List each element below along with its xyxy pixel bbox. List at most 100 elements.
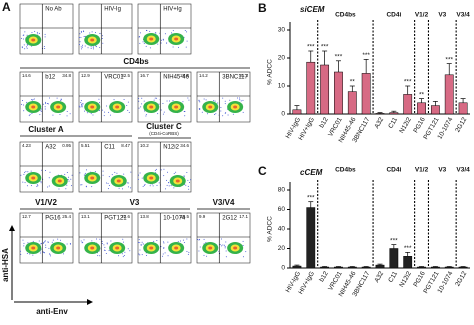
event-dot xyxy=(23,110,25,112)
density xyxy=(31,246,36,250)
flow-plot: 3BNC117 14.2 31.3 xyxy=(196,71,251,123)
event-dot xyxy=(91,31,93,33)
event-dot xyxy=(89,32,91,34)
quadrant-value: 20.6 xyxy=(180,73,189,78)
event-dot xyxy=(225,256,227,258)
group-label: V3 xyxy=(438,167,446,174)
group-header: Cluster C xyxy=(146,122,182,131)
event-dot xyxy=(182,239,184,241)
event-dot xyxy=(214,100,216,102)
event-dot xyxy=(153,240,155,242)
event-dot xyxy=(126,104,128,106)
group-header: V1/V2 xyxy=(35,198,57,207)
event-dot xyxy=(116,172,118,174)
x-tick-label: A32 xyxy=(373,270,385,284)
event-dot xyxy=(45,169,47,171)
event-dot xyxy=(130,187,132,189)
group-label: CD4i xyxy=(386,12,401,19)
event-dot xyxy=(224,103,226,105)
event-dot xyxy=(80,100,82,102)
event-dot xyxy=(222,115,224,117)
event-dot xyxy=(78,105,80,107)
event-dot xyxy=(141,254,143,256)
event-dot xyxy=(83,30,85,32)
event-dot xyxy=(40,182,42,184)
event-dot xyxy=(104,250,106,252)
event-dot xyxy=(68,176,70,178)
event-dot xyxy=(78,44,80,46)
event-dot xyxy=(22,239,24,241)
flow-plot: HIV+Ig xyxy=(137,3,192,55)
event-dot xyxy=(141,177,143,179)
event-dot xyxy=(22,38,24,40)
event-dot xyxy=(185,184,187,186)
event-dot xyxy=(65,188,67,190)
quadrant-value: 16.7 xyxy=(140,73,149,78)
event-dot xyxy=(172,100,174,102)
event-dot xyxy=(59,239,61,241)
event-dot xyxy=(36,185,38,187)
bar xyxy=(458,102,468,115)
event-dot xyxy=(162,241,164,243)
panel-letter: B xyxy=(258,1,267,15)
event-dot xyxy=(32,254,34,256)
event-dot xyxy=(108,250,110,252)
event-dot xyxy=(190,179,192,181)
event-dot xyxy=(81,105,83,107)
density xyxy=(149,246,154,250)
event-dot xyxy=(106,242,108,244)
event-dot xyxy=(177,46,179,48)
event-dot xyxy=(28,115,30,117)
event-dot xyxy=(124,251,126,253)
event-dot xyxy=(220,245,222,247)
density xyxy=(175,179,180,183)
event-dot xyxy=(26,44,28,46)
event-dot xyxy=(40,108,42,110)
event-dot xyxy=(166,184,168,186)
event-dot xyxy=(41,242,43,244)
event-dot xyxy=(163,242,165,244)
event-dot xyxy=(205,99,207,101)
quadrant-value: 12.7 xyxy=(22,214,31,219)
event-dot xyxy=(79,172,81,174)
bar xyxy=(430,105,440,115)
event-dot xyxy=(172,30,174,32)
event-dot xyxy=(142,243,144,245)
event-dot xyxy=(44,108,46,110)
event-dot xyxy=(36,31,38,33)
density xyxy=(90,105,95,109)
event-dot xyxy=(26,185,28,187)
event-dot xyxy=(149,30,151,32)
event-dot xyxy=(23,242,25,244)
event-dot xyxy=(42,103,44,105)
group-label: V1/2 xyxy=(415,12,429,19)
event-dot xyxy=(186,31,188,33)
x-tick-label: b12 xyxy=(318,116,330,129)
event-dot xyxy=(66,243,68,245)
event-dot xyxy=(95,45,97,47)
event-dot xyxy=(57,238,59,240)
event-dot xyxy=(32,99,34,101)
quadrant-value: 26.5 xyxy=(180,214,189,219)
event-dot xyxy=(24,182,26,184)
event-dot xyxy=(68,180,70,182)
event-dot xyxy=(172,46,174,48)
event-dot xyxy=(184,30,186,32)
event-dot xyxy=(215,113,217,115)
event-dot xyxy=(62,253,64,255)
event-dot xyxy=(49,255,51,257)
density xyxy=(116,179,121,183)
y-tick-label: 10 xyxy=(278,83,286,90)
event-dot xyxy=(106,105,108,107)
event-dot xyxy=(188,251,190,253)
event-dot xyxy=(113,99,115,101)
event-dot xyxy=(141,241,143,243)
event-dot xyxy=(99,102,101,104)
event-dot xyxy=(239,99,241,101)
event-dot xyxy=(167,255,169,257)
event-dot xyxy=(108,111,110,113)
event-dot xyxy=(198,239,200,241)
event-dot xyxy=(48,247,50,249)
event-dot xyxy=(189,181,191,183)
event-dot xyxy=(111,174,113,176)
